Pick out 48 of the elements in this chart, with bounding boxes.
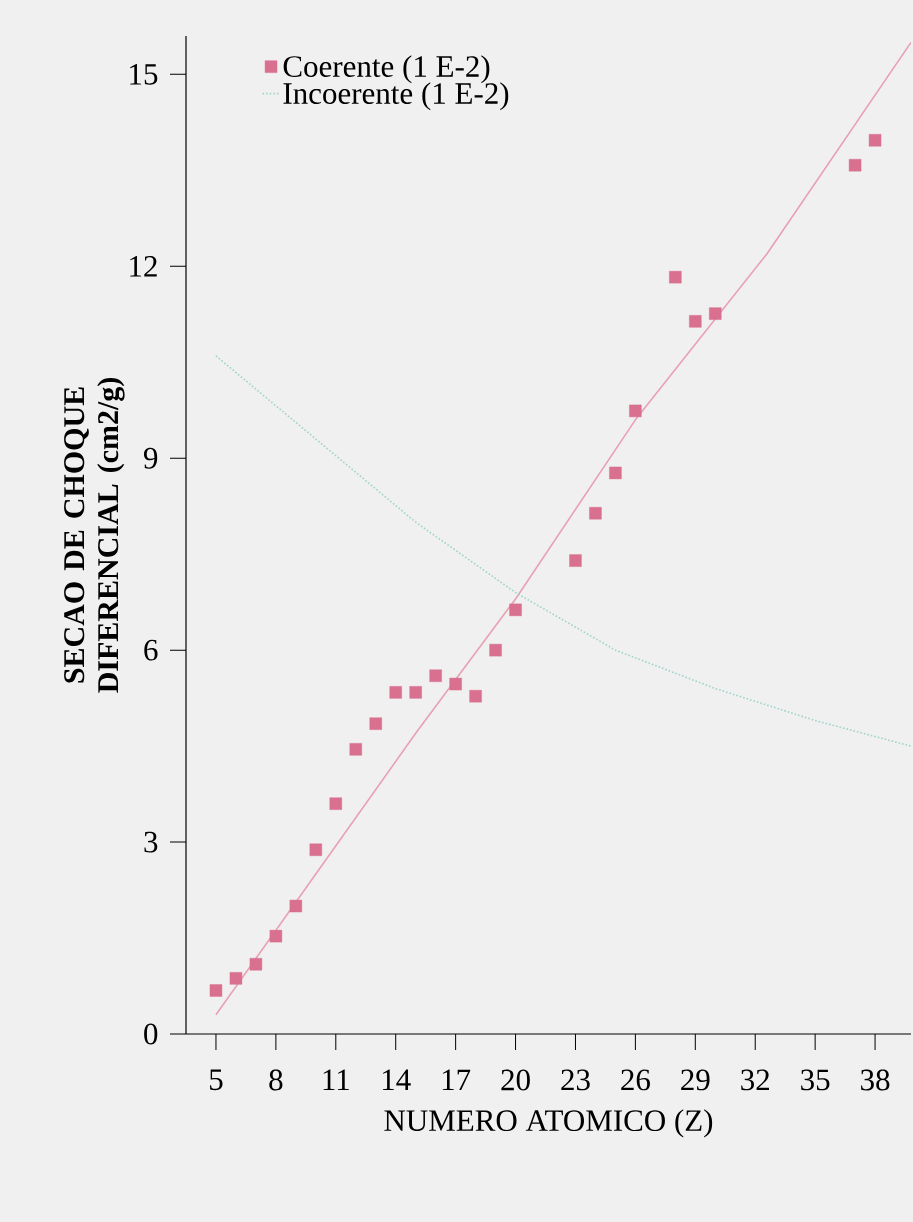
x-tick-label: 8 bbox=[269, 1069, 283, 1091]
point bbox=[489, 643, 502, 657]
x-tick-label: 29 bbox=[681, 1069, 710, 1091]
point bbox=[289, 899, 303, 913]
point bbox=[309, 843, 323, 856]
point bbox=[569, 554, 582, 567]
x-tick-label: 20 bbox=[501, 1069, 530, 1091]
y-tick-label: 3 bbox=[144, 831, 158, 853]
point bbox=[349, 743, 362, 756]
point bbox=[249, 958, 263, 971]
point bbox=[629, 404, 642, 418]
point bbox=[469, 690, 482, 703]
x-tick-label: 35 bbox=[801, 1069, 830, 1091]
y-axis-title: SECAO DE CHOQUE DIFERENCIAL (cm2/g) bbox=[64, 378, 125, 693]
line-series bbox=[215, 41, 911, 1016]
x-tick-label: 17 bbox=[442, 1069, 471, 1090]
x-tick-label: 5 bbox=[210, 1069, 223, 1091]
x-tick-label: 38 bbox=[861, 1069, 890, 1091]
y-tick-label: 15 bbox=[130, 63, 158, 85]
point bbox=[389, 686, 402, 699]
point bbox=[409, 686, 422, 699]
y-tick-label: 12 bbox=[130, 256, 157, 277]
point bbox=[429, 669, 442, 682]
point bbox=[209, 984, 223, 997]
point bbox=[329, 797, 342, 810]
point bbox=[709, 307, 722, 320]
point bbox=[269, 929, 283, 943]
point bbox=[868, 134, 882, 147]
point bbox=[509, 603, 522, 617]
point bbox=[449, 677, 462, 691]
y-tick-label: 6 bbox=[144, 639, 158, 661]
y-tick-label: 9 bbox=[143, 447, 158, 469]
x-tick-label: 11 bbox=[323, 1069, 349, 1090]
point bbox=[609, 466, 622, 480]
x-tick-label: 26 bbox=[621, 1069, 650, 1091]
legend-label: Incoerente (1 E-2) bbox=[283, 82, 509, 111]
point bbox=[229, 972, 243, 985]
x-tick-label: 23 bbox=[561, 1069, 590, 1091]
line-series bbox=[215, 355, 911, 747]
point bbox=[589, 507, 602, 520]
point bbox=[689, 315, 702, 328]
point bbox=[848, 159, 862, 172]
point bbox=[669, 270, 682, 284]
x-axis-title: NUMERO ATOMICO (Z) bbox=[384, 1109, 713, 1138]
y-tick-label: 0 bbox=[144, 1023, 158, 1045]
point bbox=[369, 717, 382, 730]
x-tick-label: 14 bbox=[382, 1069, 411, 1090]
x-tick-label: 32 bbox=[741, 1069, 769, 1091]
